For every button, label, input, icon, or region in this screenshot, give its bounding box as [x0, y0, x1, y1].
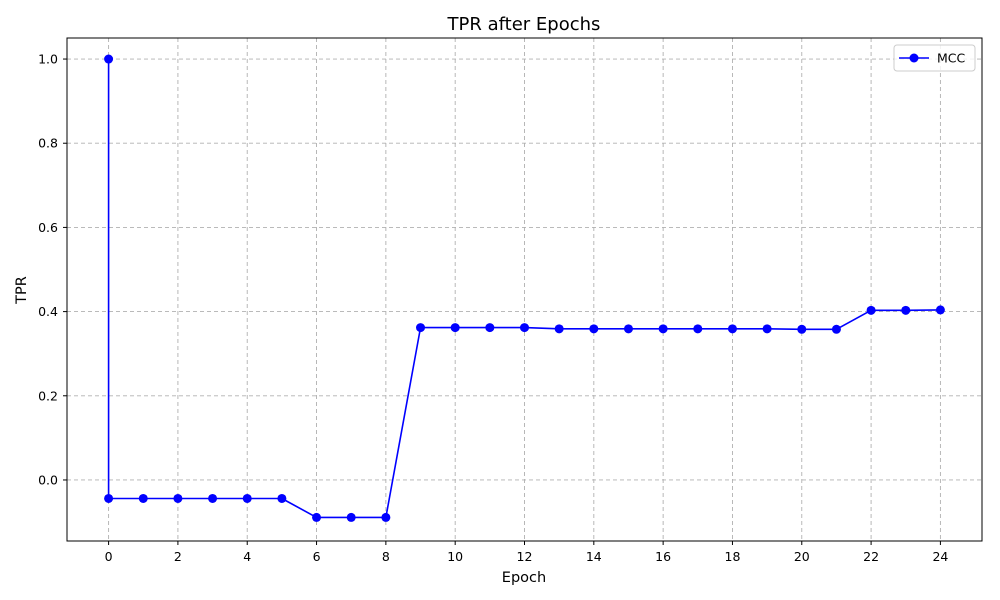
- data-point: [623, 324, 633, 334]
- data-point: [277, 493, 287, 503]
- legend-label-mcc: MCC: [937, 51, 966, 66]
- data-point: [138, 493, 148, 503]
- legend-marker-mcc: [909, 53, 919, 63]
- x-tick-label: 20: [794, 549, 810, 564]
- data-point: [104, 54, 114, 64]
- x-tick-label: 22: [863, 549, 879, 564]
- data-point: [727, 324, 737, 334]
- y-tick-label: 0.4: [38, 304, 58, 319]
- x-tick-label: 24: [932, 549, 948, 564]
- data-point: [346, 512, 356, 522]
- data-point: [797, 324, 807, 334]
- y-axis-ticks: 0.0 0.2 0.4 0.6 0.8 1.0: [38, 52, 67, 487]
- data-point: [520, 323, 529, 333]
- data-point: [416, 323, 426, 333]
- data-point: [831, 324, 841, 334]
- data-point: [554, 324, 564, 334]
- data-point: [866, 305, 876, 315]
- data-point: [658, 324, 668, 334]
- y-tick-label: 0.2: [38, 388, 58, 403]
- x-tick-label: 0: [105, 549, 113, 564]
- data-point: [589, 324, 599, 334]
- data-point: [935, 305, 945, 315]
- y-axis-label: TPR: [14, 276, 30, 305]
- y-tick-label: 0.8: [38, 136, 58, 151]
- x-tick-label: 10: [447, 549, 463, 564]
- legend-box: [893, 44, 976, 72]
- chart-title: TPR after Epochs: [447, 14, 601, 35]
- x-tick-label: 8: [382, 549, 390, 564]
- x-tick-label: 14: [586, 549, 602, 564]
- y-tick-label: 0.0: [38, 472, 58, 487]
- data-point: [104, 493, 114, 503]
- legend: MCC: [893, 44, 976, 72]
- data-point: [312, 512, 322, 522]
- series-lines: [107, 59, 941, 519]
- data-point: [173, 493, 183, 503]
- x-tick-label: 18: [725, 549, 741, 564]
- x-axis-label: Epoch: [502, 570, 546, 586]
- x-tick-label: 4: [243, 549, 251, 564]
- series-line-mcc: [107, 59, 941, 519]
- x-axis-ticks: 0 2 4 6 8 10 12 14 16 18 20 22 24: [105, 541, 948, 564]
- x-tick-label: 12: [517, 549, 533, 564]
- data-point: [485, 323, 495, 333]
- data-point: [693, 324, 703, 334]
- x-tick-label: 6: [313, 549, 321, 564]
- x-tick-label: 16: [655, 549, 671, 564]
- data-point: [762, 324, 772, 334]
- data-point: [450, 323, 460, 333]
- data-point: [242, 493, 252, 503]
- data-point: [381, 512, 391, 522]
- data-point: [208, 493, 218, 503]
- data-points: [104, 54, 945, 522]
- grid-lines: [67, 38, 982, 541]
- x-tick-label: 2: [174, 549, 182, 564]
- data-point: [901, 305, 911, 315]
- y-tick-label: 0.6: [38, 220, 58, 235]
- y-tick-label: 1.0: [38, 52, 58, 67]
